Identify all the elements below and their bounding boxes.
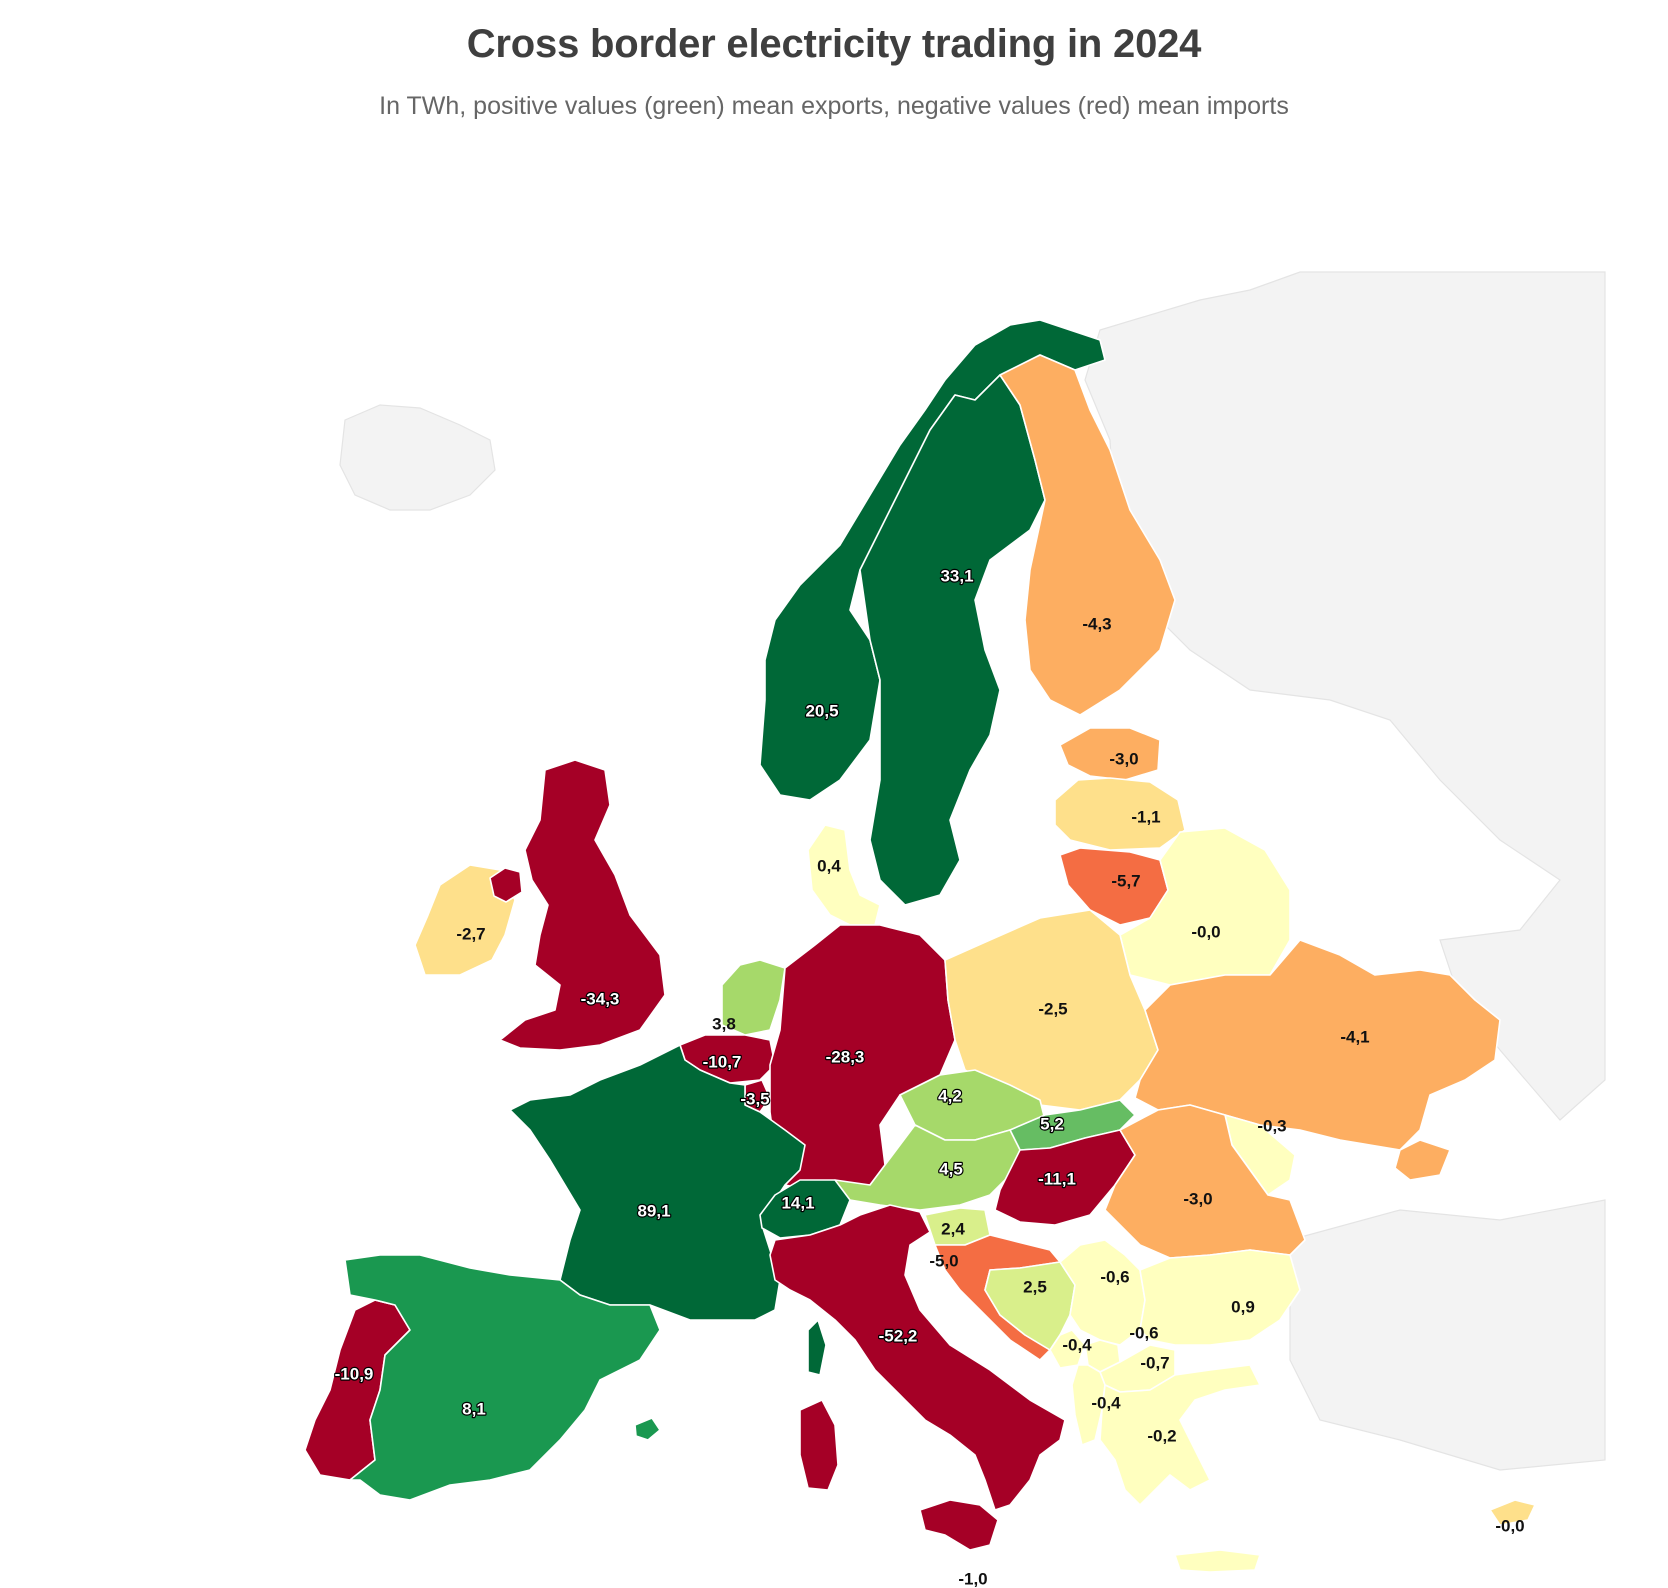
country-sicily[interactable] <box>919 1499 999 1551</box>
value-labels: 20,5 33,1 -4,3 -3,0 -1,1 -5,7 -0,0 0,4 -… <box>333 565 1524 1588</box>
country-corsica[interactable] <box>807 1319 827 1376</box>
label-ukraine: -4,1 <box>1340 1027 1369 1046</box>
country-cyprus[interactable] <box>1489 1499 1536 1526</box>
label-sweden: 33,1 <box>940 566 973 585</box>
label-hungary: -11,1 <box>1038 1169 1076 1188</box>
country-spain[interactable] <box>344 1254 661 1501</box>
label-ireland: -2,7 <box>456 924 485 943</box>
label-slovakia: 5,2 <box>1040 1114 1064 1133</box>
label-latvia: -1,1 <box>1131 807 1160 826</box>
label-austria: 4,5 <box>939 1159 963 1178</box>
country-germany[interactable] <box>769 924 956 1193</box>
country-balearics[interactable] <box>634 1417 661 1441</box>
turkey-shape <box>1289 1199 1606 1471</box>
label-united-kingdom: -34,3 <box>581 989 620 1008</box>
country-italy[interactable] <box>769 1204 1066 1511</box>
label-montenegro: -0,4 <box>1062 1335 1092 1354</box>
country-ireland[interactable] <box>414 864 516 976</box>
country-bulgaria[interactable] <box>1139 1249 1301 1346</box>
country-latvia[interactable] <box>1054 777 1186 851</box>
country-estonia[interactable] <box>1059 727 1161 781</box>
label-lithuania: -5,7 <box>1111 871 1140 890</box>
country-sardinia[interactable] <box>799 1399 839 1491</box>
country-northern-ireland[interactable] <box>489 867 523 903</box>
label-italy: -52,2 <box>879 1326 918 1345</box>
label-cyprus: -0,0 <box>1495 1516 1524 1535</box>
label-spain: 8,1 <box>462 1399 486 1418</box>
label-belarus: -0,0 <box>1191 922 1220 941</box>
background-land <box>339 271 1606 1471</box>
label-portugal: -10,9 <box>335 1364 374 1383</box>
label-belgium: -10,7 <box>703 1052 742 1071</box>
label-netherlands: 3,8 <box>712 1014 736 1033</box>
label-estonia: -3,0 <box>1109 749 1138 768</box>
iceland-shape <box>339 404 496 511</box>
label-moldova: -0,3 <box>1257 1116 1286 1135</box>
label-malta: -1,0 <box>958 1569 987 1588</box>
countries <box>304 319 1536 1573</box>
country-greece[interactable] <box>1099 1364 1261 1506</box>
label-germany: -28,3 <box>826 1047 865 1066</box>
label-albania: -0,4 <box>1091 1393 1121 1412</box>
label-bulgaria: 0,9 <box>1231 1297 1255 1316</box>
chart-title: Cross border electricity trading in 2024 <box>466 22 1202 66</box>
chart-subtitle: In TWh, positive values (green) mean exp… <box>379 92 1289 120</box>
country-sweden[interactable] <box>859 374 1046 906</box>
country-albania[interactable] <box>1071 1364 1106 1446</box>
country-denmark[interactable] <box>807 824 881 926</box>
label-france: 89,1 <box>637 1201 670 1220</box>
country-switzerland[interactable] <box>759 1179 851 1239</box>
country-united-kingdom[interactable] <box>499 759 666 1051</box>
country-crete[interactable] <box>1174 1549 1261 1573</box>
label-czechia: 4,2 <box>938 1086 962 1105</box>
label-bosnia: 2,5 <box>1023 1277 1047 1296</box>
label-switzerland: 14,1 <box>781 1193 814 1212</box>
country-france[interactable] <box>509 1044 806 1321</box>
label-luxembourg: -3,5 <box>740 1089 769 1108</box>
country-hungary[interactable] <box>994 1129 1136 1226</box>
label-kosovo: -0,6 <box>1129 1323 1158 1342</box>
country-netherlands[interactable] <box>721 959 786 1036</box>
label-denmark: 0,4 <box>817 856 841 875</box>
label-romania: -3,0 <box>1183 1189 1212 1208</box>
label-greece: -0,2 <box>1147 1426 1176 1445</box>
country-finland[interactable] <box>999 354 1176 716</box>
label-slovenia: 2,4 <box>941 1219 965 1238</box>
label-finland: -4,3 <box>1082 614 1111 633</box>
label-croatia: -5,0 <box>929 1251 958 1270</box>
label-poland: -2,5 <box>1038 999 1067 1018</box>
label-north-macedonia: -0,7 <box>1140 1353 1169 1372</box>
label-norway: 20,5 <box>805 701 838 720</box>
country-crimea[interactable] <box>1394 1139 1451 1181</box>
label-serbia: -0,6 <box>1100 1267 1129 1286</box>
